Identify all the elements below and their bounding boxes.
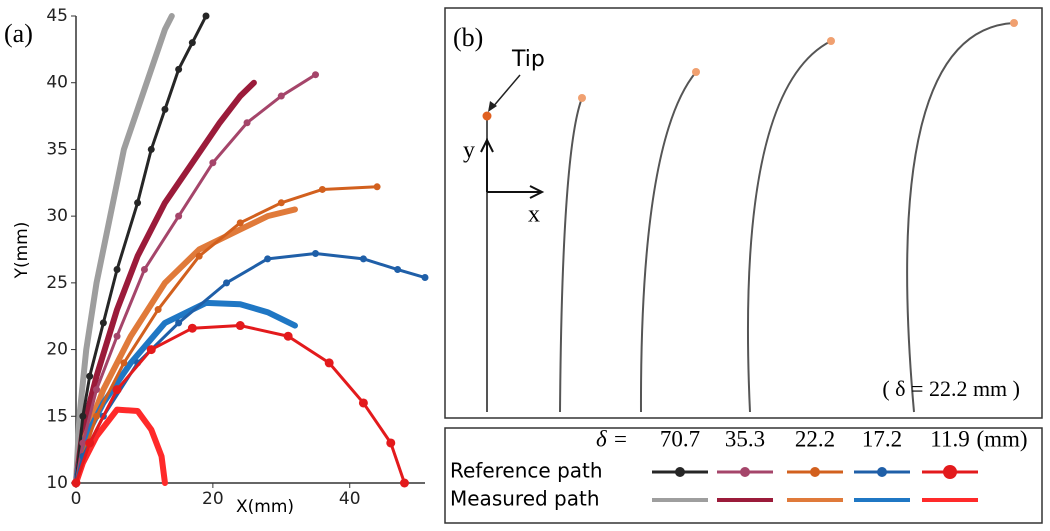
reference-point: [236, 219, 244, 227]
reference-point: [140, 266, 148, 274]
reference-point: [359, 255, 367, 263]
reference-point: [147, 145, 155, 153]
tip-label: Tip: [511, 47, 545, 72]
reference-point: [112, 385, 122, 395]
legend-delta: 70.7: [660, 426, 700, 451]
reference-point: [358, 398, 368, 408]
reference-point: [209, 159, 217, 167]
reference-point: [312, 71, 320, 79]
reference-path: [74, 73, 318, 485]
tip-arrow: [491, 74, 521, 109]
panel-label: (a): [4, 19, 33, 48]
x-tick-label: 0: [71, 489, 82, 509]
reference-point: [99, 319, 107, 327]
reference-point: [421, 274, 429, 282]
caption: ( δ = 22.2 mm ): [882, 376, 1020, 401]
legend-delta-label: δ =: [596, 426, 628, 451]
reference-point: [318, 185, 326, 193]
x-axis-label: X(mm): [236, 497, 294, 517]
y-axis-label: Y(mm): [12, 222, 32, 280]
reference-point: [243, 119, 251, 127]
legend-reference-marker: [943, 465, 957, 479]
measured-path: [73, 13, 175, 486]
tips: [482, 19, 1018, 121]
xy-axes: [480, 137, 545, 199]
x-tick-label: 40: [339, 489, 361, 509]
reference-point: [324, 358, 334, 368]
legend-reference-marker: [810, 467, 820, 477]
reference-point: [394, 266, 402, 274]
reference-point: [195, 252, 203, 260]
y-tick-label: 25: [46, 273, 68, 293]
reference-point: [373, 183, 381, 191]
reference-point: [93, 386, 101, 394]
measured-path: [73, 299, 298, 486]
reference-point: [86, 372, 94, 380]
photo-frame: [444, 7, 1043, 419]
reference-point: [223, 279, 231, 287]
reference-point: [277, 92, 285, 100]
reference-point: [188, 39, 196, 47]
reference-point: [277, 199, 285, 207]
reference-point: [283, 331, 293, 341]
reference-point: [85, 438, 95, 448]
y-tick-label: 45: [46, 6, 68, 26]
reference-point: [113, 266, 121, 274]
reference-point: [175, 212, 183, 220]
x-tick-label: 20: [202, 489, 224, 509]
reference-point: [154, 306, 162, 314]
reference-point: [93, 412, 101, 420]
reference-point: [175, 319, 183, 327]
reference-point: [399, 478, 409, 488]
reference-point: [71, 478, 81, 488]
reference-point: [79, 439, 87, 447]
y-tick-label: 20: [46, 340, 68, 360]
reference-point: [120, 359, 128, 367]
reference-point: [235, 321, 245, 331]
x-axis-label: x: [528, 202, 540, 228]
reference-point: [312, 250, 320, 258]
reference-point: [79, 412, 87, 420]
reference-point: [134, 199, 142, 207]
legend-delta: 35.3: [725, 426, 765, 451]
reference-point: [113, 332, 121, 340]
reference-point: [386, 438, 396, 448]
reference-point: [202, 12, 210, 20]
legend-reference-marker: [675, 467, 685, 477]
reference-point: [175, 65, 183, 73]
y-tick-label: 35: [46, 139, 68, 159]
measured-path: [73, 79, 257, 486]
tip-arrowhead: [488, 101, 497, 112]
y-tick-label: 15: [46, 406, 68, 426]
legend-delta: 22.2: [795, 426, 835, 451]
reference-point: [146, 345, 156, 355]
reference-point: [161, 105, 169, 113]
reference-point: [264, 255, 272, 263]
reference-point: [187, 323, 197, 333]
panel-label: (b): [453, 23, 483, 52]
y-tick-label: 10: [46, 473, 68, 493]
legend-row-label: Reference path: [450, 459, 603, 483]
reference-path: [74, 185, 379, 485]
legend-reference-marker: [877, 467, 887, 477]
y-tick-label: 30: [46, 206, 68, 226]
legend-row-label: Measured path: [450, 487, 600, 511]
legend-reference-marker: [740, 467, 750, 477]
legend-delta: 17.2: [862, 426, 902, 451]
y-axis-label: y: [463, 138, 475, 164]
y-tick-label: 40: [46, 73, 68, 93]
legend-unit: (mm): [976, 426, 1027, 451]
legend-delta: 11.9: [930, 426, 969, 451]
